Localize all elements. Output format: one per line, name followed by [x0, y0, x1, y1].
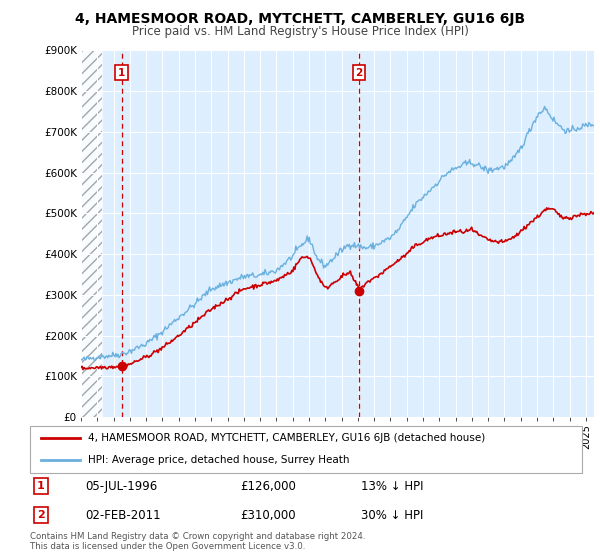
Text: 13% ↓ HPI: 13% ↓ HPI	[361, 480, 424, 493]
FancyBboxPatch shape	[30, 426, 582, 473]
Text: 30% ↓ HPI: 30% ↓ HPI	[361, 508, 424, 521]
Text: 1: 1	[118, 68, 125, 78]
Bar	[81, 50, 102, 417]
Text: 05-JUL-1996: 05-JUL-1996	[85, 480, 157, 493]
Text: 2: 2	[37, 510, 45, 520]
Text: Price paid vs. HM Land Registry's House Price Index (HPI): Price paid vs. HM Land Registry's House …	[131, 25, 469, 38]
Text: 4, HAMESMOOR ROAD, MYTCHETT, CAMBERLEY, GU16 6JB: 4, HAMESMOOR ROAD, MYTCHETT, CAMBERLEY, …	[75, 12, 525, 26]
Bar	[81, 50, 102, 417]
Text: Contains HM Land Registry data © Crown copyright and database right 2024.
This d: Contains HM Land Registry data © Crown c…	[30, 532, 365, 552]
Text: 2: 2	[356, 68, 363, 78]
Text: 1: 1	[37, 481, 45, 491]
Text: £310,000: £310,000	[240, 508, 295, 521]
Text: 02-FEB-2011: 02-FEB-2011	[85, 508, 161, 521]
Text: 4, HAMESMOOR ROAD, MYTCHETT, CAMBERLEY, GU16 6JB (detached house): 4, HAMESMOOR ROAD, MYTCHETT, CAMBERLEY, …	[88, 433, 485, 444]
Text: £126,000: £126,000	[240, 480, 296, 493]
Text: HPI: Average price, detached house, Surrey Heath: HPI: Average price, detached house, Surr…	[88, 455, 349, 465]
